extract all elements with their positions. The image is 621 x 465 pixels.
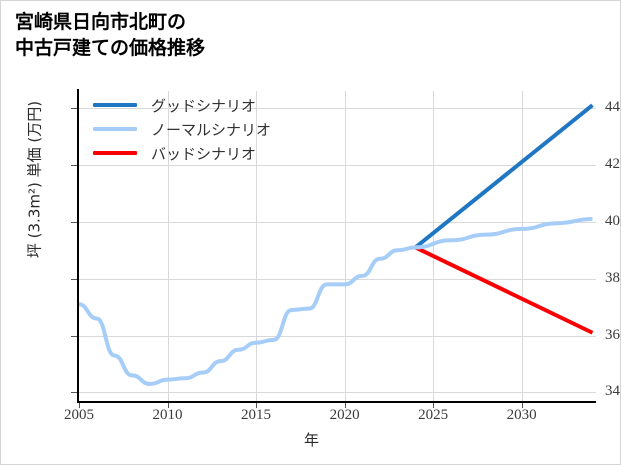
y-tick-mark (71, 108, 77, 110)
x-tick-mark (167, 403, 169, 408)
x-tick-label: 2025 (418, 407, 449, 423)
series-line (78, 216, 593, 386)
gridline-vertical (521, 91, 523, 401)
legend-item[interactable]: グッドシナリオ (93, 93, 323, 117)
legend: グッドシナリオ ノーマルシナリオ バッドシナリオ (93, 93, 323, 165)
line-swatch-bad (93, 151, 137, 155)
y-tick-label: 40 (605, 212, 620, 229)
gridline-horizontal (79, 108, 596, 110)
gridline-vertical (344, 91, 346, 401)
gridline-horizontal (79, 221, 596, 223)
legend-item[interactable]: バッドシナリオ (93, 141, 323, 165)
x-tick-mark (256, 403, 258, 408)
series-lines (78, 103, 594, 386)
x-tick-label: 2015 (241, 407, 272, 423)
y-tick-mark (71, 392, 77, 394)
y-axis-title: 坪 (3.3m²) 単価 (万円) (25, 100, 44, 259)
page-title: 宮崎県日向市北町の 中古戸建ての価格推移 (15, 11, 206, 59)
legend-label: ノーマルシナリオ (151, 122, 272, 139)
line-swatch-good (93, 103, 137, 107)
legend-label: バッドシナリオ (151, 146, 257, 163)
y-tick-label: 42 (605, 155, 620, 172)
gridline-vertical (167, 91, 169, 401)
gridline-vertical (433, 91, 435, 401)
y-tick-label: 36 (605, 326, 620, 343)
x-tick-mark (79, 403, 80, 408)
series-line (414, 245, 594, 335)
x-tick-label: 2005 (64, 407, 94, 423)
gridline-horizontal (79, 278, 596, 280)
x-tick-label: 2010 (152, 407, 183, 423)
plot-area (78, 91, 596, 401)
y-axis-line (77, 89, 79, 403)
legend-label: グッドシナリオ (151, 98, 257, 115)
legend-item[interactable]: ノーマルシナリオ (93, 117, 323, 141)
x-tick-mark (344, 403, 346, 408)
y-tick-mark (71, 335, 77, 337)
series-line (414, 103, 594, 249)
y-tick-mark (71, 278, 77, 280)
y-tick-mark (71, 221, 77, 223)
x-tick-label: 2020 (329, 407, 360, 423)
gridline-horizontal (79, 164, 596, 166)
x-tick-label: 2030 (506, 407, 537, 423)
y-tick-label: 44 (605, 99, 620, 116)
gridline-horizontal (79, 335, 596, 337)
x-axis-line (77, 401, 596, 403)
gridline-horizontal (79, 392, 596, 394)
line-swatch-normal (93, 127, 137, 131)
y-tick-mark (71, 164, 77, 166)
x-axis-title: 年 (303, 431, 319, 449)
y-tick-label: 38 (605, 269, 620, 286)
x-tick-mark (521, 403, 523, 408)
gridline-vertical (256, 91, 258, 401)
y-tick-label: 34 (605, 383, 620, 400)
x-tick-mark (433, 403, 435, 408)
